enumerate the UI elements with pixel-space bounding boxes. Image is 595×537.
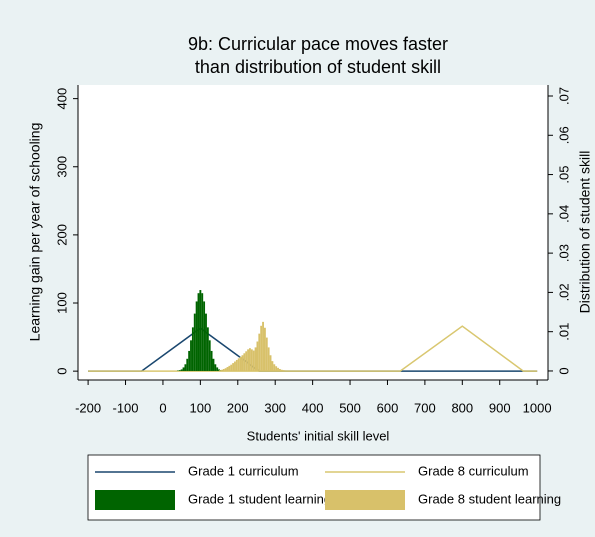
histogram-bar bbox=[195, 301, 198, 371]
histogram-bar bbox=[273, 364, 276, 371]
histogram-bar bbox=[234, 361, 236, 371]
x-tick-label: 100 bbox=[190, 400, 212, 415]
plot-area bbox=[78, 85, 548, 380]
x-tick-label: 600 bbox=[377, 400, 399, 415]
histogram-bar bbox=[218, 369, 221, 371]
histogram-bar bbox=[263, 327, 266, 371]
x-tick-label: 1000 bbox=[523, 400, 552, 415]
histogram-bar bbox=[178, 370, 181, 371]
histogram-bar bbox=[249, 348, 251, 371]
histogram-bar bbox=[226, 367, 229, 371]
histogram-bar bbox=[220, 369, 223, 371]
y2-tick-label: .06 bbox=[556, 126, 571, 144]
histogram-bar bbox=[206, 327, 209, 371]
x-tick-label: 200 bbox=[227, 400, 249, 415]
histogram-bar bbox=[199, 290, 202, 371]
x-tick-label: 500 bbox=[339, 400, 361, 415]
histogram-bar bbox=[278, 369, 281, 371]
legend-label: Grade 8 student learning bbox=[418, 491, 561, 506]
legend-swatch bbox=[325, 490, 405, 510]
histogram-bar bbox=[203, 301, 206, 371]
y-tick-label: 200 bbox=[54, 224, 69, 246]
x-tick-label: 800 bbox=[451, 400, 473, 415]
histogram-bar bbox=[180, 369, 183, 371]
histogram-bar bbox=[222, 369, 225, 371]
x-tick-label: 400 bbox=[302, 400, 324, 415]
histogram-bar bbox=[188, 350, 191, 371]
x-tick-label: 900 bbox=[489, 400, 511, 415]
y2-tick-label: .02 bbox=[556, 283, 571, 301]
y-tick-label: 300 bbox=[54, 156, 69, 178]
histogram-bar bbox=[235, 359, 238, 371]
histogram-bar bbox=[205, 313, 207, 371]
histogram-bar bbox=[228, 365, 231, 371]
histogram-bar bbox=[265, 337, 268, 371]
y2-tick-label: .03 bbox=[556, 244, 571, 262]
legend-label: Grade 1 student learning bbox=[188, 491, 331, 506]
y2-tick-label: .07 bbox=[556, 87, 571, 105]
histogram-bar bbox=[186, 358, 189, 371]
histogram-bar bbox=[190, 340, 192, 371]
histogram-bar bbox=[282, 370, 285, 371]
histogram-bar bbox=[193, 313, 196, 371]
histogram-bar bbox=[245, 351, 248, 371]
chart-title: than distribution of student skill bbox=[195, 57, 441, 77]
x-tick-label: -100 bbox=[113, 400, 139, 415]
legend-swatch bbox=[95, 490, 175, 510]
legend-label: Grade 8 curriculum bbox=[418, 463, 529, 478]
histogram-bar bbox=[262, 321, 264, 371]
histogram-bar bbox=[230, 364, 233, 371]
line bbox=[88, 325, 538, 372]
histogram-bar bbox=[275, 366, 278, 371]
histogram-bar bbox=[184, 364, 187, 371]
histogram-bar bbox=[256, 341, 259, 371]
histogram-bar bbox=[271, 361, 274, 371]
y-tick-label: 400 bbox=[54, 88, 69, 110]
histogram-bar bbox=[252, 350, 255, 371]
histogram-bar bbox=[197, 293, 200, 371]
histogram-bar bbox=[182, 367, 185, 371]
x-tick-label: 0 bbox=[159, 400, 166, 415]
y2-axis-title: Distribution of student skill bbox=[577, 151, 593, 314]
x-axis-title: Students' initial skill level bbox=[247, 428, 390, 443]
histogram-bar bbox=[258, 333, 261, 371]
legend-label: Grade 1 curriculum bbox=[188, 463, 299, 478]
histogram-bar bbox=[254, 347, 257, 371]
histogram-bar bbox=[208, 340, 211, 371]
histogram-bar bbox=[277, 367, 279, 371]
histogram-bar bbox=[241, 355, 244, 371]
x-tick-label: 300 bbox=[264, 400, 286, 415]
histogram-bar bbox=[280, 369, 283, 371]
histogram-bar bbox=[216, 367, 219, 371]
chart-title: 9b: Curricular pace moves faster bbox=[188, 34, 448, 54]
histogram-bar bbox=[212, 358, 215, 371]
histogram-bar bbox=[224, 368, 227, 371]
histogram-bar bbox=[250, 349, 253, 371]
y2-tick-label: .01 bbox=[556, 323, 571, 341]
y2-tick-label: .05 bbox=[556, 166, 571, 184]
histogram-bar bbox=[243, 353, 246, 371]
y-axis-title: Learning gain per year of schooling bbox=[27, 123, 43, 342]
histogram-bar bbox=[267, 347, 270, 371]
histogram-bar bbox=[239, 356, 242, 371]
histogram-bar bbox=[219, 370, 221, 371]
y-tick-label: 100 bbox=[54, 292, 69, 314]
histogram-bar bbox=[214, 364, 217, 371]
histogram-bar bbox=[247, 349, 250, 371]
histogram-bar bbox=[191, 327, 194, 371]
histogram-bar bbox=[210, 350, 213, 371]
histogram-bar bbox=[232, 363, 235, 371]
y-tick-label: 0 bbox=[54, 368, 69, 375]
histogram-bar bbox=[260, 325, 263, 371]
y2-tick-label: 0 bbox=[556, 367, 571, 374]
histogram-bar bbox=[237, 358, 240, 371]
x-tick-label: -200 bbox=[75, 400, 101, 415]
histogram-bar bbox=[269, 355, 272, 371]
histogram-bar bbox=[201, 293, 204, 371]
y2-tick-label: .04 bbox=[556, 205, 571, 223]
x-tick-label: 700 bbox=[414, 400, 436, 415]
